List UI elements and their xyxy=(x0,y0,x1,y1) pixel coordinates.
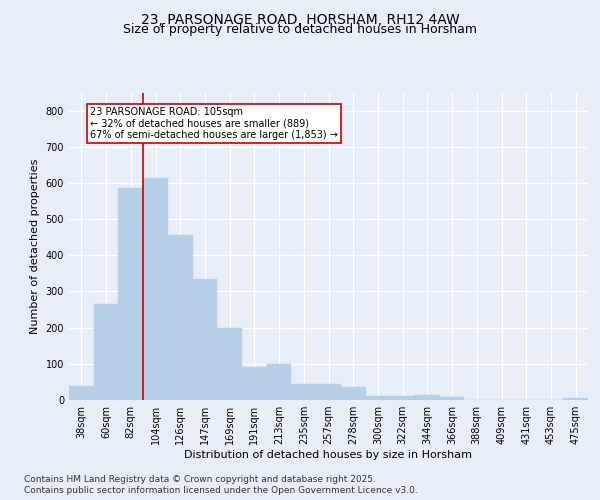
Text: Contains HM Land Registry data © Crown copyright and database right 2025.: Contains HM Land Registry data © Crown c… xyxy=(24,475,376,484)
Bar xyxy=(94,304,118,400)
Bar xyxy=(415,394,440,400)
Bar xyxy=(316,384,341,400)
Bar xyxy=(242,368,267,400)
Bar xyxy=(118,188,143,400)
Bar xyxy=(217,328,242,400)
Bar xyxy=(390,396,415,400)
Text: 23 PARSONAGE ROAD: 105sqm
← 32% of detached houses are smaller (889)
67% of semi: 23 PARSONAGE ROAD: 105sqm ← 32% of detac… xyxy=(90,107,338,140)
Bar xyxy=(440,397,464,400)
Bar xyxy=(563,398,588,400)
Bar xyxy=(365,396,390,400)
Bar xyxy=(341,388,365,400)
Bar xyxy=(143,178,168,400)
Bar xyxy=(69,386,94,400)
Y-axis label: Number of detached properties: Number of detached properties xyxy=(30,158,40,334)
Bar xyxy=(168,236,193,400)
Bar xyxy=(292,384,316,400)
Bar xyxy=(193,279,217,400)
Text: Size of property relative to detached houses in Horsham: Size of property relative to detached ho… xyxy=(123,22,477,36)
Bar xyxy=(267,364,292,400)
X-axis label: Distribution of detached houses by size in Horsham: Distribution of detached houses by size … xyxy=(185,450,473,460)
Text: 23, PARSONAGE ROAD, HORSHAM, RH12 4AW: 23, PARSONAGE ROAD, HORSHAM, RH12 4AW xyxy=(140,12,460,26)
Text: Contains public sector information licensed under the Open Government Licence v3: Contains public sector information licen… xyxy=(24,486,418,495)
